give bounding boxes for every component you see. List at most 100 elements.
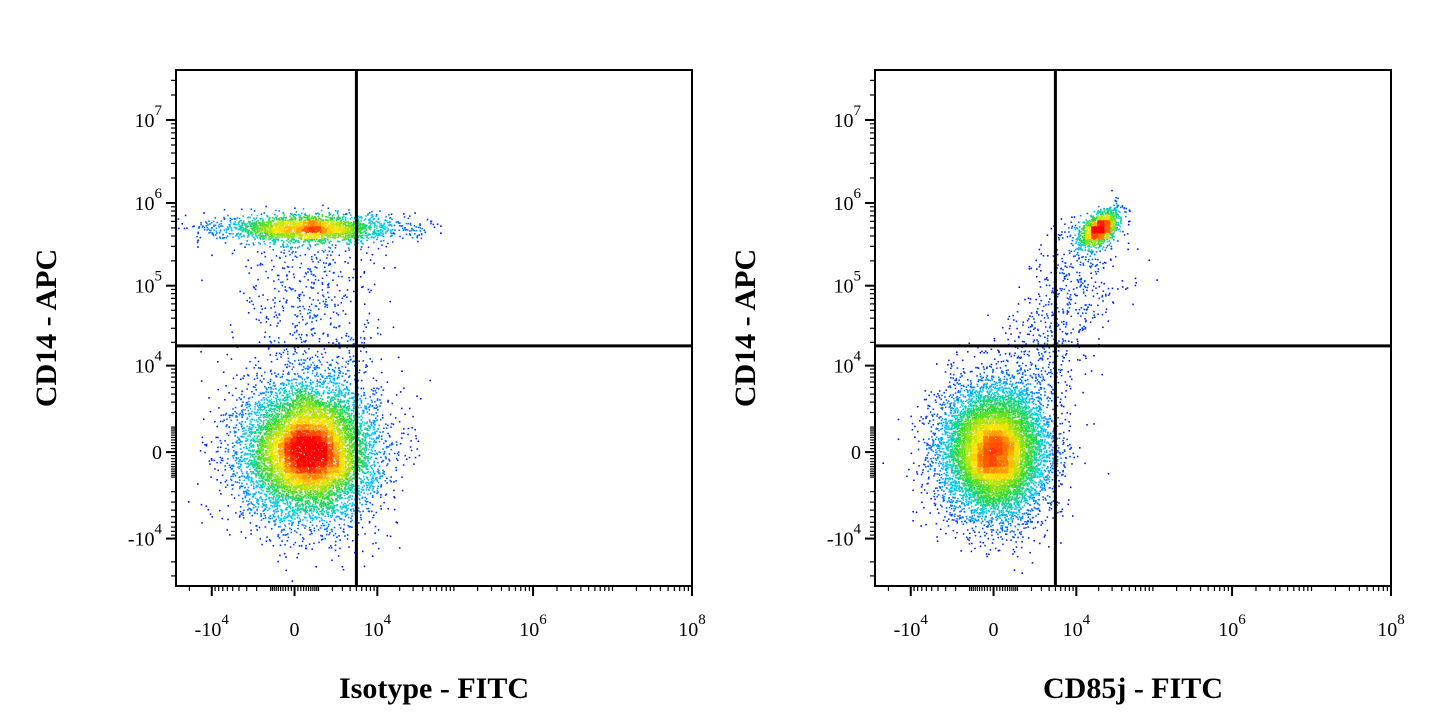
event-dot	[257, 234, 260, 237]
event-dot	[361, 489, 364, 491]
event-dot	[304, 527, 306, 529]
event-dot	[272, 396, 275, 399]
event-dot	[295, 337, 298, 340]
event-dot	[235, 416, 237, 418]
event-dot	[266, 490, 268, 492]
event-dot	[293, 347, 296, 349]
event-dot	[349, 525, 352, 528]
event-dot	[241, 410, 243, 412]
event-dot	[292, 404, 295, 406]
event-dot	[262, 478, 264, 480]
event-dot	[367, 226, 370, 228]
event-dot	[291, 379, 293, 381]
event-dot	[262, 234, 265, 237]
event-dot	[335, 406, 337, 408]
event-dot	[311, 519, 314, 522]
event-dot	[299, 498, 302, 500]
event-dot	[328, 492, 330, 495]
event-dot	[340, 497, 342, 499]
event-dot	[372, 218, 375, 221]
event-dot	[305, 273, 308, 275]
event-dot	[350, 484, 353, 487]
event-dot	[201, 441, 204, 444]
event-dot	[326, 376, 328, 378]
event-dot	[280, 356, 282, 358]
event-dot	[267, 277, 269, 279]
event-dot	[339, 539, 341, 541]
event-dot	[214, 468, 216, 470]
event-dot	[261, 234, 263, 237]
event-dot	[275, 375, 277, 377]
event-dot	[238, 438, 241, 441]
event-dot	[312, 505, 315, 508]
event-dot	[230, 419, 232, 422]
event-dot	[263, 433, 266, 436]
event-dot	[305, 506, 307, 509]
event-dot	[262, 421, 265, 423]
event-dot	[281, 408, 284, 411]
event-dot	[379, 333, 382, 336]
event-dot	[284, 407, 286, 409]
event-dot	[274, 501, 277, 503]
event-dot	[364, 464, 366, 467]
event-dot	[362, 489, 365, 491]
event-dot	[270, 402, 273, 405]
event-dot	[370, 226, 372, 229]
event-dot	[359, 516, 362, 519]
event-dot	[347, 513, 349, 516]
event-dot	[203, 226, 206, 229]
event-dot	[357, 227, 360, 229]
event-dot	[242, 501, 244, 503]
event-dot	[274, 297, 276, 299]
event-dot	[236, 234, 238, 237]
event-dot	[259, 438, 261, 440]
event-dot	[353, 503, 356, 506]
event-dot	[262, 481, 265, 483]
event-dot	[257, 428, 259, 431]
event-dot	[372, 444, 375, 447]
event-dot	[401, 227, 404, 230]
event-dot	[271, 483, 273, 485]
event-dot	[347, 516, 350, 519]
event-dot	[369, 221, 371, 224]
event-dot	[301, 394, 303, 396]
event-dot	[252, 471, 254, 473]
event-dot	[311, 372, 314, 375]
event-dot	[224, 465, 226, 467]
event-dot	[372, 393, 374, 395]
event-dot	[217, 469, 219, 472]
event-dot	[211, 516, 213, 518]
event-dot	[254, 402, 257, 404]
event-dot	[371, 468, 374, 470]
event-dot	[286, 540, 289, 542]
event-dot	[358, 416, 361, 418]
event-dot	[275, 391, 277, 394]
event-dot	[309, 521, 312, 523]
event-dot	[342, 506, 344, 509]
event-dot	[221, 474, 224, 477]
event-dot	[297, 522, 300, 524]
event-dot	[299, 505, 301, 508]
event-dot	[359, 223, 362, 226]
event-dot	[255, 318, 258, 321]
event-dot	[360, 216, 362, 218]
event-dot	[263, 240, 265, 243]
event-dot	[367, 453, 370, 455]
event-dot	[272, 388, 275, 390]
event-dot	[275, 398, 278, 401]
event-dot	[362, 471, 364, 474]
event-dot	[275, 238, 278, 241]
event-dot	[278, 290, 280, 293]
event-dot	[372, 438, 375, 440]
event-dot	[281, 382, 284, 384]
event-dot	[333, 407, 335, 410]
event-dot	[251, 235, 253, 237]
event-dot	[376, 399, 379, 402]
event-dot	[359, 432, 362, 434]
event-dot	[378, 221, 380, 223]
event-dot	[310, 517, 312, 520]
event-dot	[238, 437, 240, 440]
event-dot	[226, 432, 228, 435]
event-dot	[284, 524, 286, 526]
event-dot	[346, 490, 349, 493]
